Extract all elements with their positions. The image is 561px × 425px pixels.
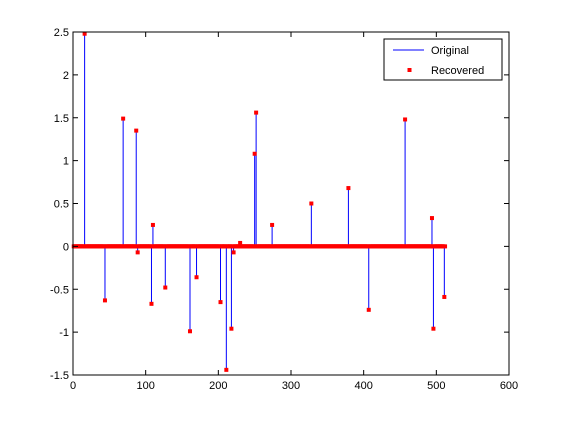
legend-recovered-marker (407, 68, 412, 72)
recovered-marker (431, 326, 436, 331)
y-tick-label: 2.5 (54, 27, 69, 39)
recovered-markers (71, 31, 448, 372)
recovered-marker (218, 300, 223, 305)
y-tick-label: -0.5 (50, 284, 69, 296)
x-tick-label: 300 (282, 380, 300, 392)
recovered-marker (270, 222, 275, 227)
legend-recovered-label: Recovered (431, 65, 484, 77)
recovered-marker (229, 326, 234, 331)
recovered-marker (102, 298, 107, 303)
recovered-zero-marker (443, 244, 448, 249)
recovered-marker (194, 275, 199, 280)
recovered-marker (366, 307, 371, 312)
y-tick-label: 2 (63, 70, 69, 82)
recovered-marker (231, 250, 236, 255)
y-tick-label: 0.5 (54, 199, 69, 211)
x-tick-label: 200 (209, 380, 227, 392)
recovered-marker (134, 128, 139, 133)
recovered-marker (135, 250, 140, 255)
recovered-marker (429, 216, 434, 221)
x-tick-label: 0 (70, 380, 76, 392)
recovered-marker (403, 117, 408, 122)
legend: Original Recovered (383, 38, 503, 81)
x-tick-label: 600 (500, 380, 518, 392)
x-tick-label: 100 (136, 380, 154, 392)
recovered-marker (150, 222, 155, 227)
recovered-marker (346, 186, 351, 191)
x-tick-label: 500 (427, 380, 445, 392)
recovered-marker (121, 116, 126, 121)
recovered-marker (187, 329, 192, 334)
recovered-marker (82, 31, 87, 36)
recovered-marker (309, 201, 314, 206)
recovered-marker (252, 151, 257, 156)
x-tick-label: 400 (354, 380, 372, 392)
legend-original-label: Original (431, 45, 469, 57)
recovered-marker (238, 240, 243, 245)
y-tick-label: 1.5 (54, 113, 69, 125)
axis-ticks: 0 100 200 300 400 500 600 -1.5 -1 -0.5 0 0.5 1 1.5 2 2.… (50, 27, 518, 392)
y-tick-label: -1.5 (50, 370, 69, 382)
recovered-marker (254, 110, 259, 115)
y-tick-label: 1 (63, 156, 69, 168)
original-stems (73, 33, 446, 370)
recovered-marker (163, 285, 168, 290)
recovered-marker (442, 294, 447, 299)
y-tick-label: 0 (63, 241, 69, 253)
recovered-marker (149, 301, 154, 306)
plot-background (73, 32, 509, 375)
y-tick-label: -1 (59, 327, 69, 339)
recovered-marker (224, 367, 229, 372)
legend-box (383, 38, 503, 81)
